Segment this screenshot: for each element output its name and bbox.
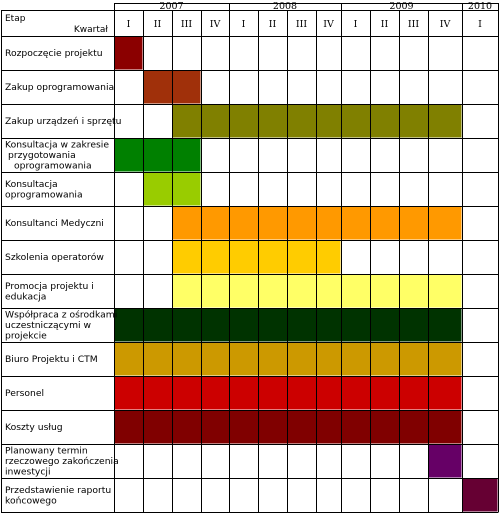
- row-label: rzeczowego zakończenia: [5, 456, 119, 467]
- gantt-bar: [114, 138, 201, 172]
- row-label: Konsultacja: [5, 179, 58, 190]
- quarter-label: III: [296, 19, 308, 30]
- row-label: Personel: [5, 388, 44, 399]
- quarter-label: II: [269, 19, 277, 30]
- row-label: oprogramowania: [14, 161, 92, 172]
- quarter-label: I: [478, 19, 482, 30]
- quarter-label: III: [408, 19, 420, 30]
- row-label: Zakup urządzeń i sprzętu: [5, 116, 121, 127]
- quarter-label: IV: [210, 19, 221, 30]
- row-label: edukacja: [5, 291, 46, 302]
- quarter-label: II: [154, 19, 162, 30]
- row-label: Zakup oprogramowania: [5, 82, 114, 93]
- quarter-label: II: [381, 19, 389, 30]
- quarter-label: IV: [440, 19, 451, 30]
- row-label: Konsultanci Medyczni: [5, 218, 104, 229]
- kwartal-label: Kwartał: [74, 25, 109, 35]
- row-label: Planowany termin: [5, 446, 88, 457]
- row-label: Koszty usług: [5, 422, 63, 433]
- etap-label: Etap: [5, 14, 26, 24]
- row-label: Współpraca z ośrodkami: [5, 310, 117, 321]
- quarter-label: I: [127, 19, 131, 30]
- year-label: 2008: [273, 1, 297, 12]
- row-label: końcowego: [5, 495, 57, 506]
- gantt-bar: [428, 444, 462, 478]
- row-label: Biuro Projektu i CTM: [5, 354, 98, 365]
- row-label: Szkolenia operatorów: [5, 252, 104, 263]
- row-label: Konsultacja w zakresie: [5, 140, 109, 151]
- gantt-bar: [172, 240, 341, 274]
- quarter-label: III: [181, 19, 193, 30]
- quarter-label: IV: [323, 19, 334, 30]
- gantt-bar: [114, 36, 143, 70]
- row-label: projekcie: [5, 331, 47, 342]
- year-label: 2009: [389, 1, 413, 12]
- gantt-bar: [462, 478, 498, 512]
- row-label: Promocja projektu i: [5, 281, 94, 292]
- row-label: inwestycji: [5, 467, 51, 478]
- row-label: przygotowania: [8, 150, 76, 161]
- quarter-label: I: [354, 19, 358, 30]
- row-label: Przedstawienie raportu: [5, 485, 111, 496]
- row-label: oprogramowania: [5, 189, 83, 200]
- quarter-label: I: [242, 19, 246, 30]
- year-label: 2007: [159, 1, 183, 12]
- year-label: 2010: [468, 1, 492, 12]
- row-label: Rozpoczęcie projektu: [5, 48, 103, 59]
- row-label: uczestniczącymi w: [5, 320, 92, 331]
